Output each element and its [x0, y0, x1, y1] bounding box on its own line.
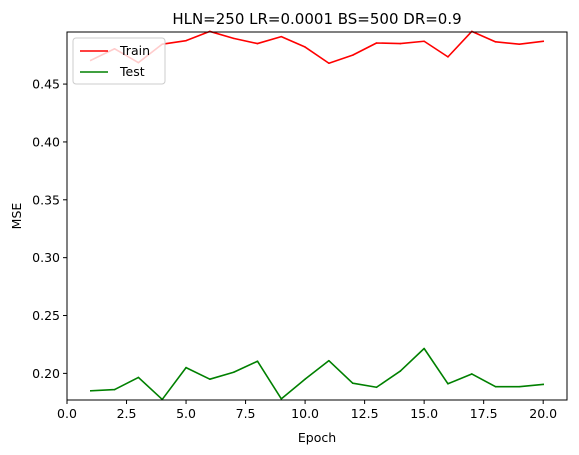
x-tick-label: 20.0: [529, 406, 557, 421]
data-point-test: [304, 378, 306, 380]
data-point-train: [304, 46, 306, 48]
y-tick-label: 0.30: [32, 250, 60, 265]
data-point-train: [447, 56, 449, 58]
data-point-test: [470, 373, 473, 375]
data-point-test: [280, 398, 283, 400]
plot-frame: [66, 31, 568, 401]
data-point-train: [494, 41, 497, 43]
data-point-train: [280, 35, 283, 38]
y-tick-label: 0.20: [32, 366, 60, 381]
legend: Train Test: [72, 37, 166, 85]
data-point-test: [351, 382, 354, 385]
data-point-test: [399, 370, 402, 372]
x-tick-label: 17.5: [470, 406, 498, 421]
y-axis-label: MSE: [9, 203, 24, 230]
data-point-test: [209, 378, 211, 380]
data-point-train: [328, 62, 330, 65]
data-point-test: [90, 389, 92, 392]
data-point-test: [185, 366, 187, 369]
x-axis-label: Epoch: [298, 430, 336, 445]
data-point-test: [494, 385, 497, 388]
chart-title: HLN=250 LR=0.0001 BS=500 DR=0.9: [172, 10, 461, 28]
legend-label-test: Test: [119, 64, 145, 79]
data-point-train: [351, 54, 354, 56]
series-line-train: [89, 30, 545, 65]
x-tick-label: 5.0: [176, 406, 196, 421]
legend-box: [72, 37, 166, 85]
legend-label-train: Train: [119, 43, 150, 58]
data-point-train: [185, 39, 187, 42]
data-point-train: [518, 43, 521, 45]
x-tick-label: 0.0: [57, 406, 77, 421]
data-point-train: [542, 40, 544, 43]
x-tick-label: 2.5: [117, 406, 137, 421]
plot-background: [67, 32, 567, 400]
data-point-test: [256, 360, 259, 363]
data-point-test: [113, 388, 116, 391]
y-tick-label: 0.40: [32, 134, 60, 149]
data-point-test: [447, 382, 449, 385]
data-point-train: [375, 42, 378, 44]
y-tick-label: 0.25: [32, 308, 60, 323]
series-layer: [89, 30, 545, 401]
x-axis-ticks: 0.0 2.5 5.0 7.5 10.0 12.5 15.0 17.5 20.0: [57, 400, 557, 421]
data-point-test: [423, 347, 425, 350]
data-point-test: [137, 376, 140, 379]
y-axis-ticks: 0.20 0.25 0.30 0.35 0.40 0.45: [32, 77, 67, 381]
x-tick-label: 15.0: [410, 406, 438, 421]
data-point-test: [518, 385, 521, 388]
data-point-train: [256, 42, 259, 45]
data-point-train: [423, 40, 425, 43]
series-line-test: [89, 347, 545, 401]
data-point-train: [399, 42, 402, 45]
data-point-train: [232, 37, 235, 40]
data-point-test: [542, 383, 544, 386]
y-tick-label: 0.45: [32, 77, 60, 92]
x-tick-label: 7.5: [236, 406, 256, 421]
x-tick-label: 10.0: [291, 406, 319, 421]
data-point-test: [375, 386, 378, 389]
x-tick-label: 12.5: [351, 406, 379, 421]
data-point-test: [232, 371, 235, 374]
y-tick-label: 0.35: [32, 192, 60, 207]
data-point-test: [328, 359, 330, 362]
